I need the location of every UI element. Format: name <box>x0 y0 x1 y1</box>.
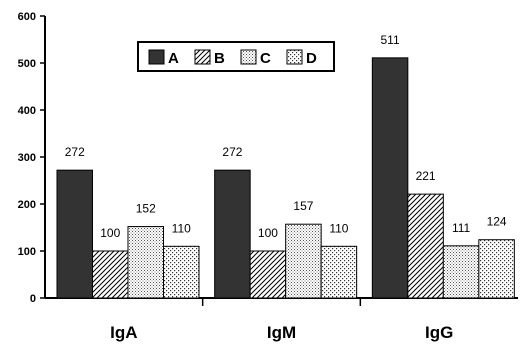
y-tick-label: 100 <box>18 246 36 258</box>
labels-layer: IgA 272 100 152 110 IgM 272 100 157 110 IgG 511 221 1… <box>65 33 507 342</box>
bar-b <box>92 250 129 299</box>
x-category-label: IgG <box>425 323 453 342</box>
bar-c <box>285 223 322 299</box>
y-tick-label: 400 <box>18 105 36 117</box>
legend-swatch-b <box>194 49 211 65</box>
bar-c <box>442 245 480 299</box>
data-label: 110 <box>329 221 348 235</box>
data-label: 157 <box>293 199 313 213</box>
x-category-label: IgA <box>110 323 137 342</box>
y-tick-label: 0 <box>30 293 36 305</box>
x-category-label: IgM <box>267 323 296 342</box>
legend-swatch-a <box>148 49 165 65</box>
bar-b <box>249 250 287 299</box>
data-label: 511 <box>381 33 400 47</box>
data-label: 111 <box>452 221 471 235</box>
legend-frame <box>137 41 335 72</box>
y-tick-label: 300 <box>18 152 36 164</box>
data-label: 272 <box>222 145 242 159</box>
data-label: 100 <box>258 226 278 240</box>
bar-d <box>163 245 200 299</box>
data-label: 100 <box>100 226 120 240</box>
bar-a <box>371 57 409 299</box>
y-tick-label: 600 <box>18 11 36 23</box>
legend-label-d: D <box>306 50 317 67</box>
legend-label-a: A <box>168 50 179 67</box>
bars-layer <box>56 57 515 299</box>
data-label: 152 <box>136 202 156 216</box>
legend-label-c: C <box>260 50 271 67</box>
bar-a <box>56 169 93 299</box>
bar-d <box>320 245 358 299</box>
bar-d <box>478 239 515 299</box>
data-label: 110 <box>172 221 191 235</box>
data-label: 124 <box>487 215 507 229</box>
legend: A B C D <box>137 41 335 72</box>
bar-a <box>214 169 251 299</box>
y-tick-label: 500 <box>18 58 36 70</box>
legend-label-b: B <box>214 50 225 67</box>
legend-swatch-d <box>286 49 303 65</box>
y-tick-label: 200 <box>18 199 36 211</box>
bar-b <box>407 193 444 299</box>
data-label: 272 <box>65 145 85 159</box>
bar-c <box>127 226 164 299</box>
data-label: 221 <box>416 169 436 183</box>
legend-swatch-c <box>240 49 257 65</box>
